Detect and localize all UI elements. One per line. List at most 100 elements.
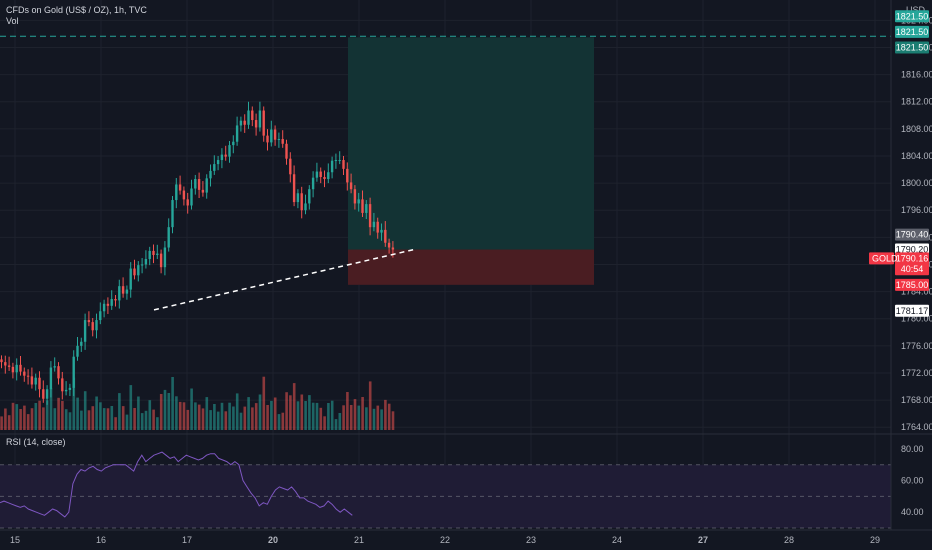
candle [349, 173, 353, 194]
rsi-tick-label: 60.00 [901, 476, 924, 486]
date-label: 24 [612, 535, 622, 545]
candle-body [323, 176, 326, 180]
candle [42, 380, 45, 403]
candle [232, 135, 235, 154]
volume-bar [327, 403, 330, 430]
candle-body [11, 366, 15, 373]
candle [171, 195, 174, 234]
stop-zone[interactable] [348, 249, 594, 285]
volume-bar [163, 389, 167, 430]
candle-body [311, 177, 315, 190]
candle [148, 246, 151, 266]
volume-bar [304, 401, 307, 430]
candle [121, 277, 125, 298]
candle [368, 197, 372, 236]
volume-bar [53, 408, 57, 430]
candle [277, 132, 281, 148]
date-axis[interactable]: 15 16 17 20 21 22 23 24 27 28 29 [0, 529, 932, 545]
candle [205, 174, 208, 199]
candle [224, 145, 227, 161]
price-tick-label: 1768.00 [901, 395, 932, 405]
candle [292, 165, 296, 207]
candle [213, 155, 216, 175]
candle [315, 162, 319, 182]
volume-bar [228, 402, 231, 430]
volume-bar [262, 376, 266, 430]
price-pane[interactable] [0, 0, 891, 530]
volume-bar [99, 402, 102, 430]
price-tag-bg [895, 228, 929, 241]
candle-body [254, 120, 258, 128]
candle [353, 185, 357, 210]
candle [102, 299, 106, 318]
volume-bar [368, 381, 372, 430]
candle [45, 385, 49, 405]
candle-body [15, 364, 18, 373]
candle [304, 194, 307, 215]
volume-bar [338, 413, 342, 430]
rsi-pane[interactable]: RSI (14, close) [0, 437, 891, 529]
price-tag: 1821.50 [895, 25, 929, 38]
volume-bar [292, 383, 296, 430]
volume-bar [289, 395, 292, 430]
candle-body [387, 242, 391, 248]
volume-label: Vol [6, 16, 19, 26]
price-axis[interactable]: USD 1764.001768.001772.001776.001780.001… [869, 0, 932, 530]
candle-body [368, 204, 372, 228]
volume-bar [0, 416, 3, 430]
candle-body [391, 247, 395, 250]
price-tag: 1781.17 [895, 304, 929, 317]
currency-label: USD [906, 5, 926, 15]
volume-bar [365, 407, 368, 430]
volume-bar [311, 402, 315, 430]
price-tag-label: 1785.00 [896, 280, 929, 290]
candle-body [76, 345, 79, 357]
candle-body [34, 377, 37, 385]
candle-body [220, 154, 224, 161]
price-tick-label: 1776.00 [901, 341, 932, 351]
candle-body [95, 320, 98, 331]
volume-bar [140, 413, 144, 430]
volume-bar [251, 407, 254, 430]
candle-body [239, 120, 243, 126]
candlesticks[interactable] [0, 101, 395, 405]
volume-bar [300, 394, 304, 430]
candle [384, 221, 387, 247]
volume-bar [68, 412, 72, 430]
candle-body [23, 371, 26, 376]
candle-body [156, 253, 159, 255]
candle-body [83, 320, 87, 342]
candle-body [277, 139, 281, 141]
volume-bar [102, 408, 106, 430]
price-tag-label: 1790.40 [896, 230, 929, 240]
volume-bar [258, 394, 262, 430]
candle [327, 163, 330, 184]
candle [140, 258, 144, 274]
candle [49, 361, 53, 398]
volume-bar [57, 397, 60, 430]
candle-body [281, 139, 284, 144]
volume-bar [114, 417, 117, 430]
price-tag: 1785.00 [895, 278, 929, 291]
candle-body [87, 320, 91, 323]
volume-bar [213, 404, 216, 430]
volume-bar [87, 410, 91, 430]
target-zone[interactable] [348, 37, 594, 250]
candle-body [163, 247, 167, 268]
candle [72, 350, 75, 397]
candle-body [42, 389, 45, 399]
price-tick-label: 1816.00 [901, 70, 932, 80]
candle-body [292, 174, 296, 203]
price-tick-label: 1808.00 [901, 124, 932, 134]
candle [296, 189, 300, 209]
candle-body [137, 265, 140, 276]
candle [106, 297, 110, 314]
candle-body [129, 268, 132, 290]
volume-bar [243, 406, 247, 430]
volume-bar [334, 419, 338, 430]
volume-bar [178, 401, 182, 430]
candle [300, 186, 303, 219]
candle [239, 116, 243, 132]
candle-body [251, 110, 254, 121]
